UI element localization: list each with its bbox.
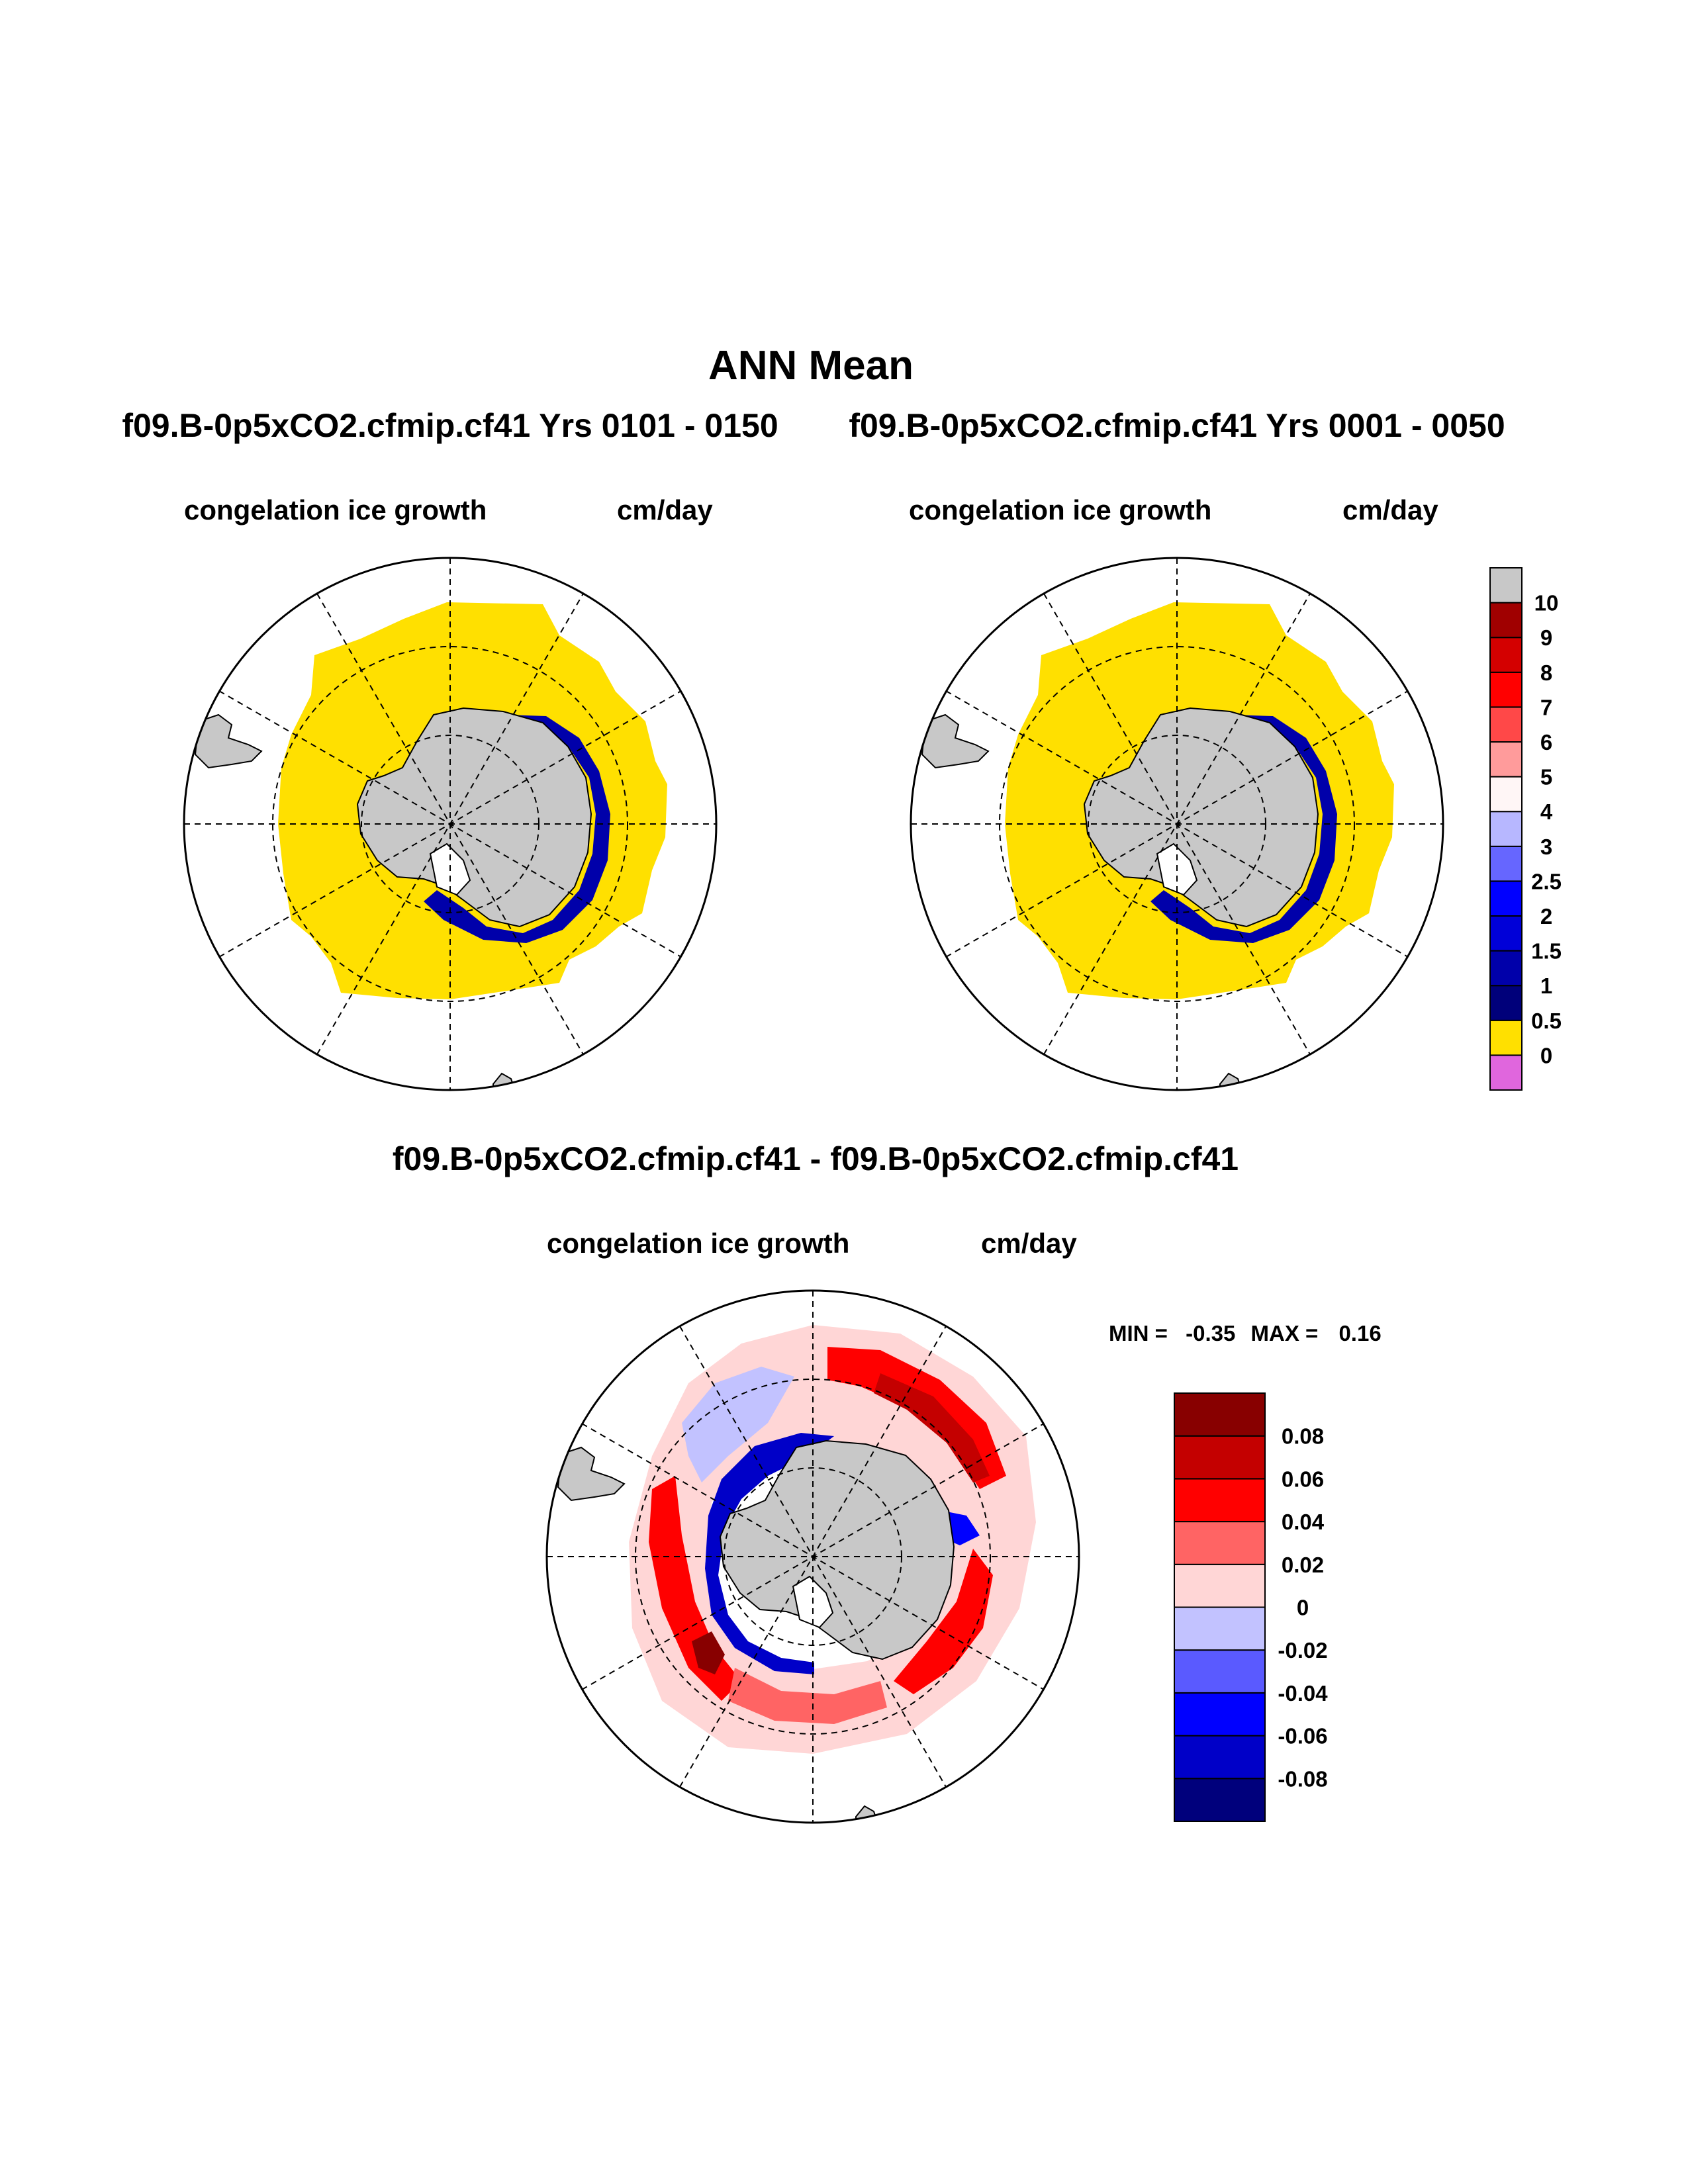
colorbar-diff-swatch-7 bbox=[1174, 1478, 1266, 1523]
colorbar-diff-swatch-9 bbox=[1174, 1392, 1266, 1437]
colorbar-top-swatch-0 bbox=[1489, 1054, 1523, 1091]
diff-title: f09.B-0p5xCO2.cfmip.cf41 - f09.B-0p5xCO2… bbox=[393, 1140, 1239, 1177]
diff-map-border bbox=[545, 1289, 1080, 1824]
colorbar-diff-swatch-6 bbox=[1174, 1521, 1266, 1565]
diff-graticule bbox=[547, 1291, 1079, 1823]
colorbar-diff-tick-label: 0 bbox=[1297, 1596, 1309, 1620]
case1-south-america bbox=[194, 713, 263, 769]
colorbar-top-tick-label: 0 bbox=[1540, 1043, 1552, 1068]
colorbar-top-tick-label: 2 bbox=[1540, 904, 1552, 929]
diff-south-america bbox=[557, 1446, 626, 1502]
case2-variable-label: congelation ice growth bbox=[909, 494, 1211, 525]
case2-graticule bbox=[911, 558, 1443, 1090]
colorbar-diff-swatch-8 bbox=[1174, 1435, 1266, 1480]
colorbar-diff-swatch-5 bbox=[1174, 1563, 1266, 1608]
colorbar-top-swatch-14 bbox=[1489, 567, 1523, 604]
colorbar-top-swatch-13 bbox=[1489, 602, 1523, 639]
colorbar-top-tick-label: 8 bbox=[1540, 660, 1552, 685]
diff-map bbox=[545, 1289, 1080, 1824]
case1-map bbox=[183, 557, 718, 1091]
colorbar-diff-swatch-1 bbox=[1174, 1735, 1266, 1780]
colorbar-top-tick-label: 1.5 bbox=[1531, 939, 1562, 964]
diff-variable-label: congelation ice growth bbox=[547, 1228, 849, 1259]
case2-units-label: cm/day bbox=[1342, 494, 1438, 525]
colorbar-diff-tick-label: -0.06 bbox=[1278, 1724, 1327, 1749]
colorbar-top-tick-label: 1 bbox=[1540, 974, 1552, 998]
colorbar-top-swatch-5 bbox=[1489, 880, 1523, 917]
colorbar-top: 0 0.5 1 1.5 2 2.5 3 4 5 6 7 8 9 10 bbox=[1489, 567, 1562, 1091]
colorbar-top-swatch-12 bbox=[1489, 637, 1523, 673]
colorbar-top-swatch-8 bbox=[1489, 776, 1523, 813]
case2-map bbox=[910, 557, 1444, 1091]
case1-graticule bbox=[184, 558, 716, 1090]
colorbar-top-tick-label: 2.5 bbox=[1531, 869, 1562, 893]
diff-min-max: MIN = -0.35 MAX = 0.16 bbox=[1109, 1321, 1382, 1345]
colorbar-diff-tick-label: -0.02 bbox=[1278, 1638, 1327, 1662]
colorbar-top-tick-label: 9 bbox=[1540, 625, 1552, 650]
case1-units-label: cm/day bbox=[617, 494, 713, 525]
case2-title: f09.B-0p5xCO2.cfmip.cf41 Yrs 0001 - 0050 bbox=[849, 407, 1505, 444]
case2-south-america bbox=[921, 713, 990, 769]
colorbar-top-tick-label: 5 bbox=[1540, 765, 1552, 790]
colorbar-top-tick-label: 7 bbox=[1540, 695, 1552, 719]
diff-max-value: 0.16 bbox=[1338, 1321, 1381, 1345]
colorbar-diff-swatch-0 bbox=[1174, 1778, 1266, 1823]
diff-red-arc-east bbox=[894, 1549, 993, 1694]
diff-blue-coastal-band bbox=[705, 1433, 834, 1674]
colorbar-top-swatch-7 bbox=[1489, 811, 1523, 847]
diff-min-value: -0.35 bbox=[1186, 1321, 1235, 1345]
case2-map-border bbox=[910, 557, 1444, 1091]
diff-red-arc-south bbox=[728, 1668, 887, 1724]
colorbar-diff: -0.08 -0.06 -0.04 -0.02 0 0.02 0.04 0.06 0.08 bbox=[1174, 1392, 1328, 1823]
diff-dark-red-core-southwest bbox=[692, 1631, 725, 1674]
colorbar-top-swatch-3 bbox=[1489, 950, 1523, 987]
colorbar-diff-tick-label: 0.06 bbox=[1282, 1467, 1324, 1491]
colorbar-top-swatch-4 bbox=[1489, 915, 1523, 952]
colorbar-diff-tick-label: 0.02 bbox=[1282, 1553, 1324, 1577]
case1-title: f09.B-0p5xCO2.cfmip.cf41 Yrs 0101 - 0150 bbox=[122, 407, 778, 444]
diff-units-label: cm/day bbox=[981, 1228, 1077, 1259]
diff-light-blue-patch-northwest bbox=[682, 1367, 794, 1482]
colorbar-top-tick-label: 6 bbox=[1540, 730, 1552, 754]
colorbar-top-swatch-1 bbox=[1489, 1019, 1523, 1056]
colorbar-top-swatch-10 bbox=[1489, 706, 1523, 743]
colorbar-top-tick-label: 0.5 bbox=[1531, 1009, 1562, 1033]
colorbar-top-swatch-9 bbox=[1489, 741, 1523, 778]
colorbar-diff-swatch-4 bbox=[1174, 1606, 1266, 1651]
colorbar-diff-tick-label: -0.04 bbox=[1278, 1681, 1328, 1706]
colorbar-top-tick-label: 4 bbox=[1540, 799, 1553, 824]
main-title: ANN Mean bbox=[708, 343, 914, 388]
colorbar-diff-tick-label: -0.08 bbox=[1278, 1766, 1327, 1791]
colorbar-top-swatch-11 bbox=[1489, 671, 1523, 708]
diff-min-label: MIN = bbox=[1109, 1321, 1168, 1345]
diff-red-arc-west bbox=[649, 1476, 741, 1701]
colorbar-top-tick-label: 3 bbox=[1540, 835, 1552, 859]
colorbar-top-swatch-2 bbox=[1489, 985, 1523, 1021]
diff-max-label: MAX = bbox=[1251, 1321, 1319, 1345]
case1-map-border bbox=[183, 557, 718, 1091]
colorbar-top-swatch-6 bbox=[1489, 845, 1523, 882]
colorbar-top-tick-label: 10 bbox=[1534, 591, 1559, 615]
colorbar-diff-tick-label: 0.04 bbox=[1282, 1510, 1325, 1534]
colorbar-diff-swatch-3 bbox=[1174, 1649, 1266, 1694]
colorbar-diff-tick-label: 0.08 bbox=[1282, 1424, 1324, 1449]
case1-variable-label: congelation ice growth bbox=[184, 494, 487, 525]
colorbar-diff-swatch-2 bbox=[1174, 1692, 1266, 1737]
